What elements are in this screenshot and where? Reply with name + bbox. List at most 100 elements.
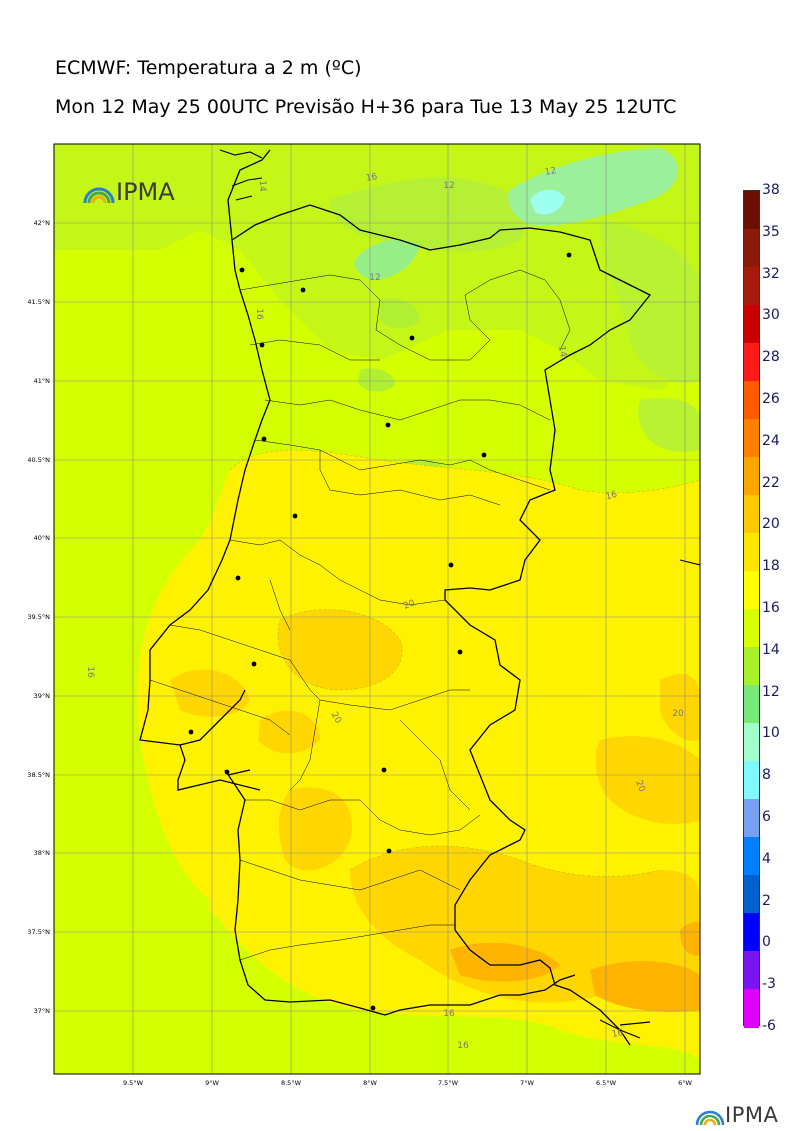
longitude-tick-label: 8.5°W (281, 1079, 302, 1087)
isotherm-label: 16 (85, 666, 95, 678)
portugal-outline (139, 149, 652, 1046)
colorbar-segment (744, 837, 759, 876)
colorbar-label: 4 (762, 850, 771, 867)
colorbar-label: 26 (762, 391, 780, 407)
city-marker (370, 1005, 376, 1011)
city-marker (188, 729, 194, 735)
rainbow-icon (83, 187, 115, 204)
colorbar-segment (744, 761, 759, 800)
colorbar-segment (744, 989, 759, 1028)
colorbar-segment (744, 913, 759, 952)
colorbar-segment (744, 609, 759, 648)
city-marker (292, 513, 298, 519)
colorbar-label: 20 (762, 516, 780, 533)
cool-patch (638, 398, 700, 452)
colorbar-label: 28 (762, 349, 780, 366)
colorbar-segment (744, 685, 759, 724)
hot-patch (450, 942, 560, 982)
isotherm-label: 12 (544, 166, 557, 178)
spain-coast (219, 149, 263, 201)
latitude-tick-label: 39.5°N (27, 613, 50, 621)
longitude-tick-label: 9.5°W (123, 1079, 144, 1087)
city-marker (235, 575, 241, 581)
colorbar-segment (744, 267, 759, 306)
colorbar-segment (744, 229, 759, 268)
colorbar-label: 14 (762, 641, 780, 658)
colorbar-label: 10 (762, 725, 780, 742)
colorbar-segment (744, 495, 759, 534)
latitude-tick-label: 37°N (34, 1007, 51, 1015)
ipma-footer-text: IPMA (725, 1103, 779, 1127)
colorbar-label: 38 (762, 182, 780, 198)
colorbar-label: 16 (762, 600, 780, 616)
colorbar-segment (744, 723, 759, 762)
city-marker (300, 287, 306, 293)
longitude-tick-label: 9°W (205, 1079, 219, 1087)
isotherm-label: 16 (443, 1009, 455, 1019)
city-marker (385, 422, 391, 428)
city-marker (261, 436, 267, 442)
colorbar-segment (744, 951, 759, 990)
longitude-tick-label: 7.5°W (438, 1079, 459, 1087)
colorbar-label: 35 (762, 223, 780, 240)
city-marker (224, 769, 230, 775)
colorbar-label: 0 (762, 934, 771, 951)
latitude-tick-label: 42°N (34, 219, 51, 227)
isotherm-label: 20 (633, 779, 646, 793)
coastal-band (54, 880, 200, 1074)
map-subtitle: Mon 12 May 25 00UTC Previsão H+36 para T… (55, 96, 677, 118)
isotherm-label: 14 (556, 345, 568, 358)
ipma-footer-logo: IPMA (695, 1103, 778, 1127)
colorbar-label: 12 (762, 683, 780, 700)
colorbar-label: 30 (762, 307, 780, 324)
city-marker (448, 562, 454, 568)
colorbar-segment (744, 419, 759, 458)
district-boundaries (149, 269, 571, 961)
city-marker (457, 649, 463, 655)
colorbar-segment (744, 571, 759, 610)
latitude-tick-label: 40°N (34, 534, 51, 542)
colorbar-segment (744, 533, 759, 572)
colorbar-segment (744, 647, 759, 686)
cool-patch (358, 368, 395, 392)
colorbar-label: 22 (762, 474, 780, 491)
rainbow-icon (695, 1110, 725, 1126)
colorbar-label: 32 (762, 265, 780, 282)
latitude-tick-label: 41°N (34, 377, 51, 385)
graticule (54, 144, 700, 1074)
city-marker (381, 767, 387, 773)
isotherm-label: 20 (672, 709, 684, 719)
coastal-band (54, 858, 700, 1074)
latitude-tick-label: 38°N (34, 849, 51, 857)
colorbar-segment (744, 381, 759, 420)
warm-patch (350, 846, 700, 1003)
isotherm-label: 16 (457, 1041, 469, 1051)
spain-south-coast (599, 559, 700, 1039)
colorbar-segment (744, 799, 759, 838)
latitude-tick-label: 38.5°N (27, 771, 50, 779)
isotherm-label: 16 (605, 490, 619, 503)
warm-patch (278, 787, 352, 871)
colorbar-label: 18 (762, 558, 780, 575)
city-marker (239, 267, 245, 273)
colorbar-segment (744, 305, 759, 344)
city-marker (251, 661, 257, 667)
city-marker (409, 335, 415, 341)
coldest-patch (530, 189, 565, 215)
city-marker (566, 252, 572, 258)
isotherm-label: 14 (257, 180, 267, 192)
map-frame (53, 143, 701, 1075)
isotherm-label: 20 (402, 598, 416, 611)
colorbar-label: -3 (762, 976, 776, 993)
colorbar-label: 2 (762, 892, 771, 909)
warm-patch (258, 710, 320, 754)
warm-patch (595, 736, 700, 824)
isotherm-label: 16 (365, 172, 378, 184)
cool-patch (354, 240, 420, 280)
longitude-tick-label: 8°W (363, 1079, 377, 1087)
hot-patch (590, 960, 700, 1012)
longitude-tick-label: 6.5°W (596, 1079, 617, 1087)
city-markers (188, 252, 572, 1011)
city-marker (386, 848, 392, 854)
longitude-tick-label: 7°W (520, 1079, 534, 1087)
